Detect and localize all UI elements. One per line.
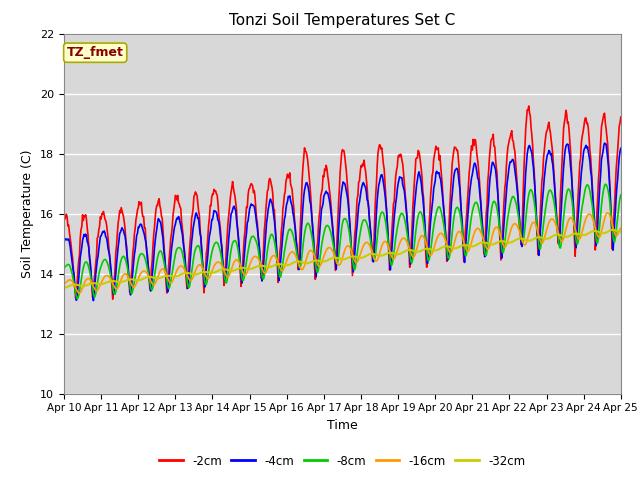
- Legend: -2cm, -4cm, -8cm, -16cm, -32cm: -2cm, -4cm, -8cm, -16cm, -32cm: [154, 450, 531, 472]
- -4cm: [183, 276, 191, 281]
- -16cm: [183, 272, 191, 278]
- -2cm: [389, 215, 397, 221]
- -16cm: [604, 210, 611, 216]
- -2cm: [335, 201, 342, 206]
- -8cm: [335, 254, 342, 260]
- -8cm: [60, 265, 68, 271]
- -4cm: [566, 163, 574, 169]
- -16cm: [335, 262, 342, 268]
- -32cm: [617, 229, 625, 235]
- -8cm: [617, 192, 625, 198]
- -2cm: [60, 215, 68, 221]
- -8cm: [207, 254, 215, 260]
- -32cm: [334, 255, 342, 261]
- -2cm: [444, 254, 451, 260]
- Line: -16cm: -16cm: [64, 213, 621, 293]
- -8cm: [389, 259, 397, 264]
- Line: -2cm: -2cm: [64, 106, 621, 299]
- Line: -8cm: -8cm: [64, 184, 621, 299]
- -4cm: [90, 298, 97, 303]
- -32cm: [182, 270, 190, 276]
- -8cm: [183, 276, 191, 282]
- -4cm: [60, 240, 68, 245]
- -2cm: [568, 163, 575, 169]
- -16cm: [389, 256, 397, 262]
- -32cm: [388, 250, 396, 256]
- -32cm: [60, 285, 68, 290]
- -8cm: [602, 181, 609, 187]
- -4cm: [389, 236, 397, 242]
- -16cm: [60, 281, 68, 287]
- -32cm: [206, 270, 214, 276]
- -2cm: [525, 103, 532, 109]
- -4cm: [444, 257, 451, 263]
- -8cm: [566, 190, 574, 196]
- -2cm: [183, 286, 191, 291]
- -32cm: [566, 233, 573, 239]
- Y-axis label: Soil Temperature (C): Soil Temperature (C): [22, 149, 35, 278]
- -32cm: [609, 227, 617, 233]
- -4cm: [207, 225, 215, 230]
- -16cm: [444, 244, 451, 250]
- -8cm: [444, 252, 451, 258]
- -4cm: [601, 140, 609, 146]
- -4cm: [335, 228, 342, 234]
- Title: Tonzi Soil Temperatures Set C: Tonzi Soil Temperatures Set C: [229, 13, 456, 28]
- Line: -4cm: -4cm: [64, 143, 621, 300]
- -8cm: [74, 296, 81, 301]
- -16cm: [207, 271, 215, 277]
- -32cm: [443, 243, 451, 249]
- -2cm: [617, 114, 625, 120]
- X-axis label: Time: Time: [327, 419, 358, 432]
- -16cm: [617, 226, 625, 231]
- -2cm: [207, 203, 215, 209]
- -16cm: [76, 290, 83, 296]
- Text: TZ_fmet: TZ_fmet: [67, 46, 124, 59]
- -4cm: [617, 145, 625, 151]
- Line: -32cm: -32cm: [64, 230, 621, 288]
- -2cm: [109, 296, 116, 302]
- -16cm: [566, 215, 574, 221]
